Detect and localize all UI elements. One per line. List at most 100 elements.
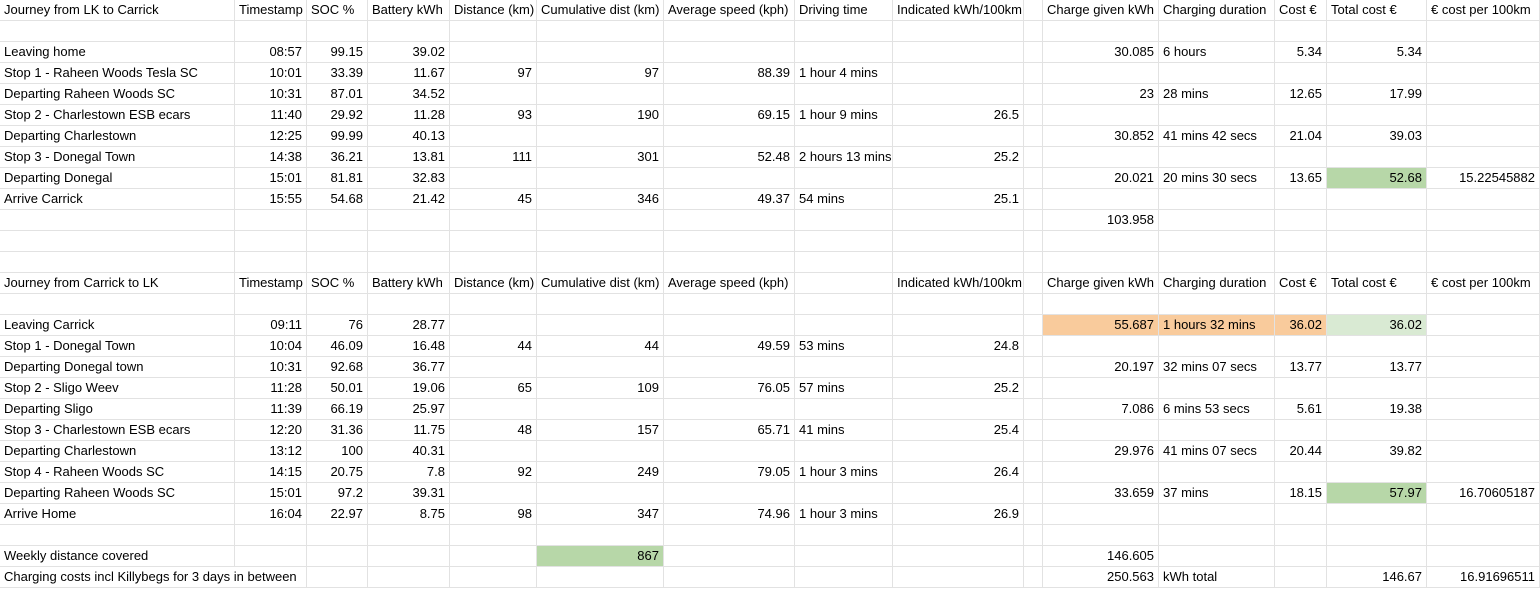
table-cell[interactable] (1024, 483, 1043, 503)
table-cell[interactable] (1024, 42, 1043, 62)
table-cell[interactable]: 17.99 (1327, 84, 1427, 104)
cell-col-7[interactable] (795, 546, 893, 566)
cell-col-6[interactable] (664, 252, 795, 272)
table-cell[interactable] (1427, 126, 1540, 146)
row-label[interactable]: Departing Charlestown (0, 126, 235, 146)
table-cell[interactable]: 98 (450, 504, 537, 524)
table-cell[interactable]: 13.65 (1275, 168, 1327, 188)
cell-col-13[interactable] (1327, 294, 1427, 314)
table-cell[interactable] (1275, 378, 1327, 398)
table-cell[interactable] (795, 42, 893, 62)
table-cell[interactable]: 54 mins (795, 189, 893, 209)
column-header[interactable]: Cumulative dist (km) (537, 273, 664, 293)
table-cell[interactable] (1159, 105, 1275, 125)
table-cell[interactable]: 20.021 (1043, 168, 1159, 188)
table-cell[interactable] (893, 168, 1024, 188)
table-cell[interactable] (1043, 504, 1159, 524)
table-cell[interactable]: 36.77 (368, 357, 450, 377)
table-cell[interactable]: 32.83 (368, 168, 450, 188)
cell-col-4[interactable] (450, 567, 537, 587)
table-cell[interactable]: 36.02 (1275, 315, 1327, 335)
table-cell[interactable]: 13.81 (368, 147, 450, 167)
table-cell[interactable]: 29.976 (1043, 441, 1159, 461)
table-cell[interactable]: 69.15 (664, 105, 795, 125)
table-cell[interactable]: 50.01 (307, 378, 368, 398)
table-cell[interactable] (537, 441, 664, 461)
cell-col-4[interactable] (450, 252, 537, 272)
column-header[interactable]: Charge given kWh (1043, 0, 1159, 20)
table-cell[interactable]: 6 hours (1159, 42, 1275, 62)
cell-col-9[interactable] (1024, 231, 1043, 251)
table-cell[interactable] (1024, 315, 1043, 335)
table-cell[interactable] (450, 315, 537, 335)
table-cell[interactable]: 347 (537, 504, 664, 524)
table-cell[interactable] (1327, 462, 1427, 482)
table-cell[interactable] (1024, 504, 1043, 524)
table-cell[interactable]: 11:39 (235, 399, 307, 419)
table-cell[interactable] (1024, 336, 1043, 356)
table-cell[interactable] (664, 315, 795, 335)
cell-col-1[interactable] (235, 21, 307, 41)
cell-col-6[interactable] (664, 210, 795, 230)
table-cell[interactable] (1327, 420, 1427, 440)
table-cell[interactable]: 21.42 (368, 189, 450, 209)
row-label[interactable]: Stop 4 - Raheen Woods SC (0, 462, 235, 482)
table-cell[interactable]: 53 mins (795, 336, 893, 356)
table-cell[interactable]: 12:25 (235, 126, 307, 146)
cell-col-8[interactable] (893, 21, 1024, 41)
cell-col-6[interactable] (664, 546, 795, 566)
cell-col-2[interactable] (307, 525, 368, 545)
table-cell[interactable]: 54.68 (307, 189, 368, 209)
table-cell[interactable]: 21.04 (1275, 126, 1327, 146)
table-cell[interactable]: 36.02 (1327, 315, 1427, 335)
table-cell[interactable]: 16.70605187 (1427, 483, 1540, 503)
row-label[interactable]: Stop 2 - Charlestown ESB ecars (0, 105, 235, 125)
table-cell[interactable] (664, 441, 795, 461)
table-cell[interactable]: 44 (450, 336, 537, 356)
table-cell[interactable] (1327, 189, 1427, 209)
cell-col-10[interactable] (1043, 252, 1159, 272)
table-cell[interactable] (664, 483, 795, 503)
column-header[interactable]: Battery kWh (368, 0, 450, 20)
table-cell[interactable]: 99.99 (307, 126, 368, 146)
table-cell[interactable]: 44 (537, 336, 664, 356)
table-cell[interactable] (1427, 105, 1540, 125)
table-cell[interactable]: 99.15 (307, 42, 368, 62)
table-cell[interactable] (1024, 378, 1043, 398)
table-cell[interactable] (1427, 441, 1540, 461)
row-label[interactable]: Stop 3 - Donegal Town (0, 147, 235, 167)
table-cell[interactable] (1043, 147, 1159, 167)
cell-col-2[interactable] (307, 546, 368, 566)
cell-col-8[interactable] (893, 567, 1024, 587)
column-header[interactable]: Cost € (1275, 0, 1327, 20)
table-cell[interactable]: 37 mins (1159, 483, 1275, 503)
weekly-charge-value[interactable]: 146.605 (1043, 546, 1159, 566)
table-cell[interactable] (1427, 462, 1540, 482)
table-cell[interactable] (537, 84, 664, 104)
table-cell[interactable] (537, 483, 664, 503)
table-cell[interactable] (1043, 336, 1159, 356)
table-cell[interactable] (1275, 336, 1327, 356)
cell-col-13[interactable] (1327, 210, 1427, 230)
table-cell[interactable]: 41 mins (795, 420, 893, 440)
charging-kwh-unit[interactable]: kWh total (1159, 567, 1275, 587)
table-cell[interactable]: 1 hour 4 mins (795, 63, 893, 83)
cell-col-4[interactable] (450, 546, 537, 566)
cell-col-14[interactable] (1427, 210, 1540, 230)
cell-col-11[interactable] (1159, 231, 1275, 251)
table-cell[interactable] (1024, 399, 1043, 419)
table-cell[interactable]: 13:12 (235, 441, 307, 461)
table-cell[interactable]: 09:11 (235, 315, 307, 335)
cell-col-6[interactable] (664, 525, 795, 545)
column-header[interactable]: Distance (km) (450, 273, 537, 293)
table-cell[interactable] (893, 42, 1024, 62)
cell-col-0[interactable] (0, 252, 235, 272)
table-cell[interactable] (1327, 105, 1427, 125)
cell-col-3[interactable] (368, 294, 450, 314)
table-cell[interactable] (1043, 189, 1159, 209)
table-cell[interactable]: 30.085 (1043, 42, 1159, 62)
table-cell[interactable]: 11:40 (235, 105, 307, 125)
column-header[interactable]: Average speed (kph) (664, 273, 795, 293)
cell-col-13[interactable] (1327, 231, 1427, 251)
table-cell[interactable] (1024, 168, 1043, 188)
